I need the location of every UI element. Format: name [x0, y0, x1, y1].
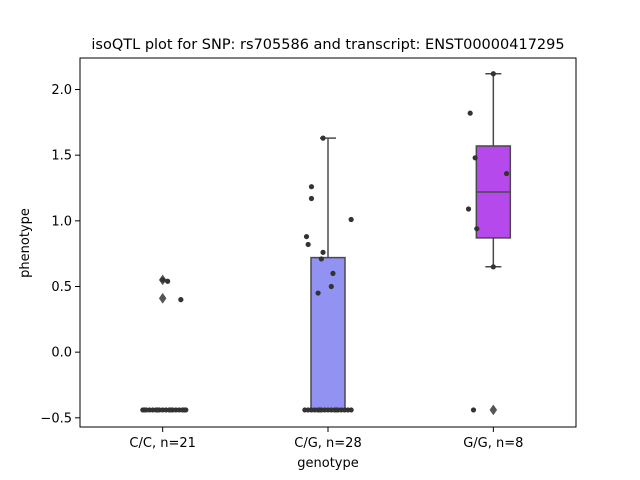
- data-point: [503, 170, 510, 177]
- y-axis-label: phenotype: [18, 208, 33, 278]
- data-point: [168, 407, 174, 413]
- data-point: [320, 135, 326, 141]
- x-tick-label: C/G, n=28: [294, 436, 361, 451]
- data-point: [467, 110, 473, 116]
- data-point: [490, 264, 496, 270]
- data-point: [305, 241, 311, 248]
- data-point: [317, 407, 323, 413]
- data-point: [178, 297, 184, 303]
- data-point: [472, 155, 478, 161]
- data-point: [318, 256, 324, 262]
- data-point: [165, 278, 171, 284]
- data-point: [308, 195, 315, 202]
- y-tick-label: 1.0: [51, 214, 72, 229]
- data-point: [303, 233, 310, 240]
- data-point: [333, 407, 339, 413]
- data-point: [348, 216, 354, 223]
- y-tick-label: 0.5: [51, 280, 72, 295]
- data-point: [490, 71, 496, 77]
- y-tick-label: 0.0: [51, 346, 72, 361]
- chart-title: isoQTL plot for SNP: rs705586 and transc…: [91, 37, 564, 53]
- data-point: [160, 277, 166, 283]
- y-tick-label: −0.5: [40, 411, 72, 426]
- data-point: [320, 249, 326, 255]
- y-tick-label: 1.5: [51, 149, 72, 164]
- data-point: [470, 407, 477, 413]
- data-point: [348, 407, 354, 413]
- data-point: [141, 407, 148, 413]
- outlier-marker: [158, 292, 167, 304]
- data-point: [308, 184, 315, 190]
- plot-area: [140, 71, 512, 416]
- data-point: [330, 270, 336, 276]
- data-point: [315, 290, 321, 296]
- box: [310, 256, 346, 411]
- data-point: [474, 226, 480, 232]
- outlier-marker: [489, 404, 498, 416]
- data-point: [181, 407, 187, 413]
- x-axis-label: genotype: [297, 456, 358, 471]
- data-point: [328, 283, 334, 290]
- data-point: [465, 206, 472, 212]
- data-point: [155, 407, 161, 413]
- y-tick-label: 2.0: [51, 83, 72, 98]
- x-tick-label: G/G, n=8: [463, 436, 523, 451]
- x-tick-label: C/C, n=21: [129, 436, 195, 451]
